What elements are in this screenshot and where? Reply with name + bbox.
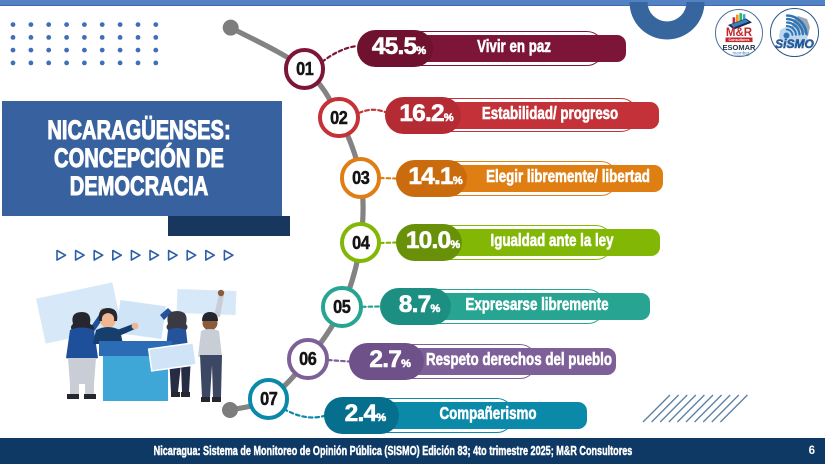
- svg-text:Consultores: Consultores: [729, 38, 750, 42]
- svg-text:SiSMO: SiSMO: [776, 37, 815, 51]
- svg-text:ESOMAR: ESOMAR: [723, 43, 757, 52]
- svg-text:member: member: [733, 51, 750, 56]
- svg-text:M&R: M&R: [726, 27, 753, 39]
